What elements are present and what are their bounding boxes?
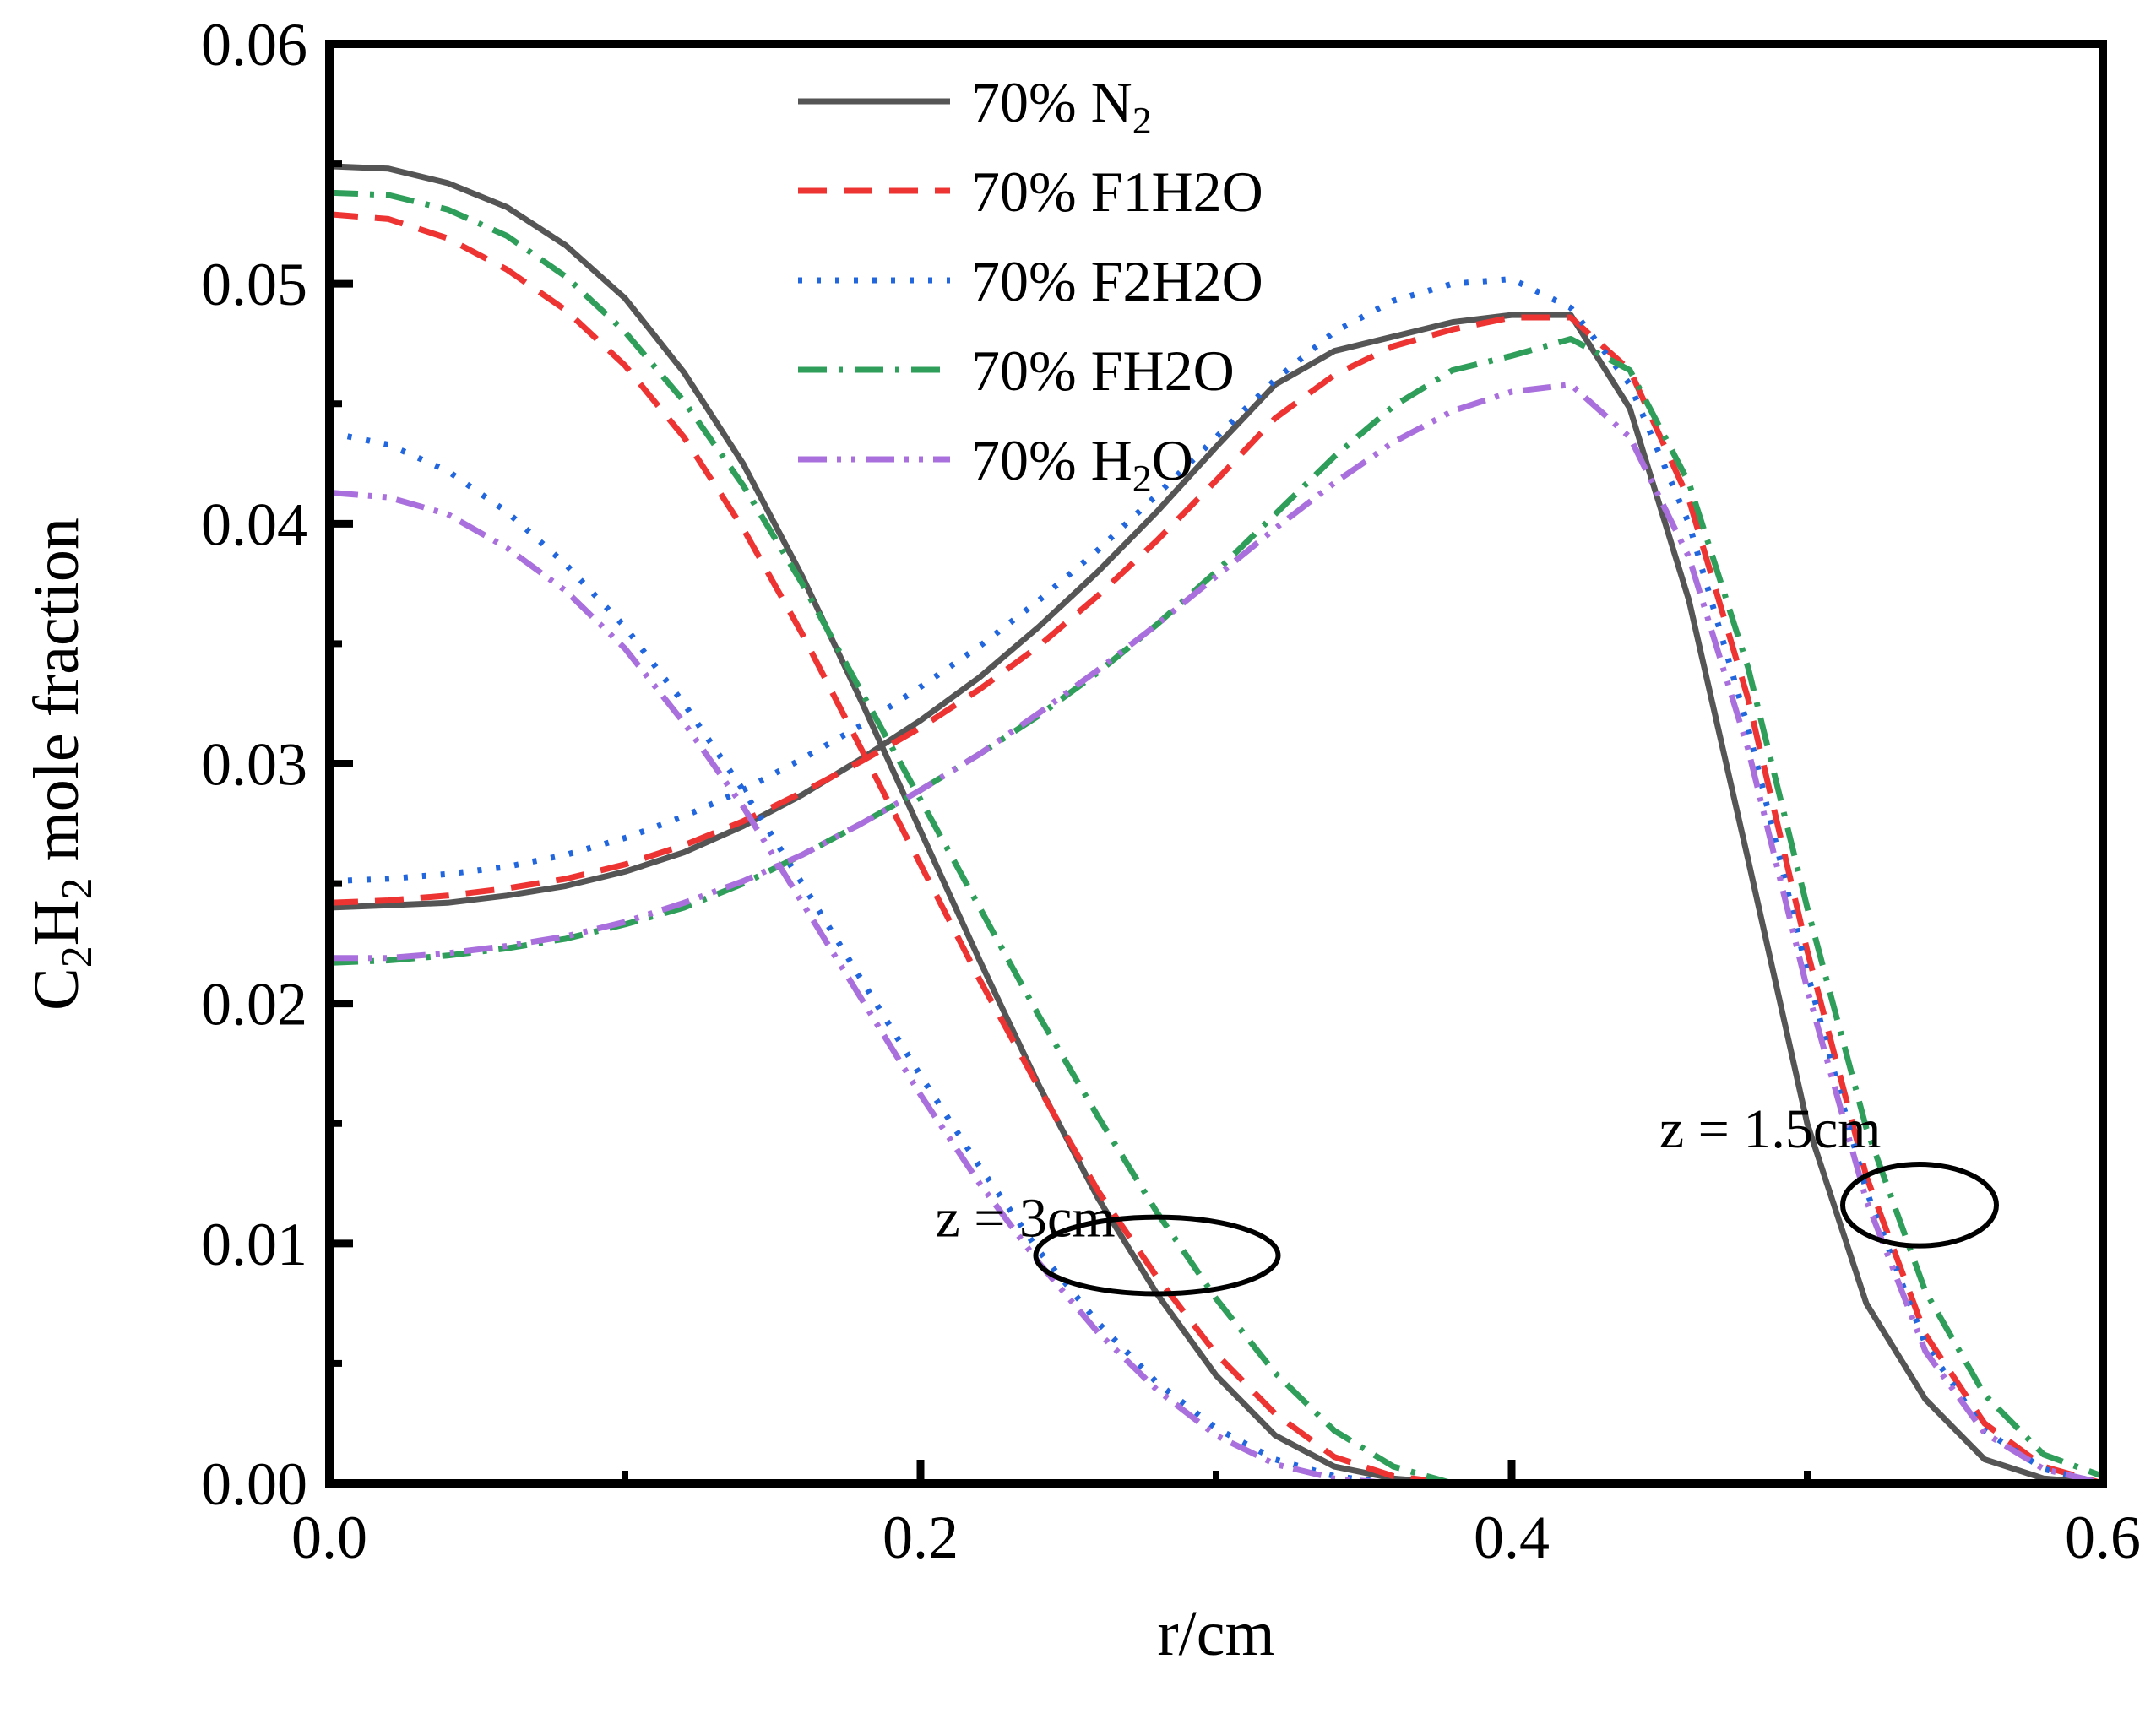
legend: 70% N2 70% F1H2O 70% F2H2O 70% FH2O 70% H2O — [798, 70, 1263, 500]
y-axis-label-subscript: 2 — [53, 877, 101, 899]
series-line-4-z1-5cm — [329, 336, 2104, 1479]
group-annotation: z = 3cm — [936, 1187, 1116, 1249]
legend-label-1: 70% N2 — [971, 70, 1152, 142]
x-tick-label: 0.4 — [1474, 1504, 1550, 1571]
group-ellipse — [1840, 1162, 1999, 1249]
legend-label-5: 70% H2O — [971, 428, 1193, 500]
series-line-1-z1-5cm — [329, 312, 2104, 1487]
y-tick-label: 0.01 — [201, 1211, 307, 1278]
series-line-1-z3cm — [329, 163, 2103, 1487]
series-line-3-z1-5cm — [329, 276, 2104, 1487]
y-axis-label: C2H2 mole fraction — [21, 518, 101, 1011]
y-tick-label: 0.02 — [201, 971, 307, 1038]
x-tick-label: 0.0 — [291, 1504, 367, 1571]
series-layer — [329, 163, 2104, 1487]
series-line-5-z1-5cm — [329, 382, 2104, 1487]
x-tick-label: 0.2 — [882, 1504, 959, 1571]
x-axis-label: r/cm — [1157, 1598, 1274, 1669]
series-line-2-z1-5cm — [329, 314, 2104, 1487]
series-line-5-z3cm — [329, 489, 2103, 1487]
legend-label-2: 70% F1H2O — [971, 160, 1263, 224]
y-tick-label: 0.05 — [201, 251, 307, 318]
y-tick-label: 0.04 — [201, 491, 307, 558]
series-line-4-z3cm — [329, 189, 2103, 1487]
y-axis-label-part: C — [21, 968, 92, 1011]
legend-label-4: 70% FH2O — [971, 339, 1235, 403]
group-ellipse — [1033, 1214, 1281, 1297]
series-line-3-z3cm — [329, 429, 2103, 1487]
series-line-2-z3cm — [329, 211, 2103, 1487]
legend-label-3: 70% F2H2O — [971, 249, 1263, 313]
y-axis-label-part: mole fraction — [21, 518, 92, 877]
x-tick-label: 0.6 — [2065, 1504, 2141, 1571]
y-tick-label: 0.00 — [201, 1450, 307, 1518]
y-axis-label-part: H — [21, 899, 92, 946]
y-axis-label-subscript: 2 — [53, 946, 101, 968]
annotation-layer: z = 3cm z = 1.5cm — [936, 1098, 1999, 1297]
group-annotation: z = 1.5cm — [1659, 1098, 1882, 1160]
y-tick-label: 0.06 — [201, 11, 307, 79]
y-tick-label: 0.03 — [201, 731, 307, 799]
ticks-layer: 0.0 0.2 0.4 0.6 0.00 0.01 0.02 0.03 0.04 0.05 0.06 — [201, 11, 2141, 1571]
